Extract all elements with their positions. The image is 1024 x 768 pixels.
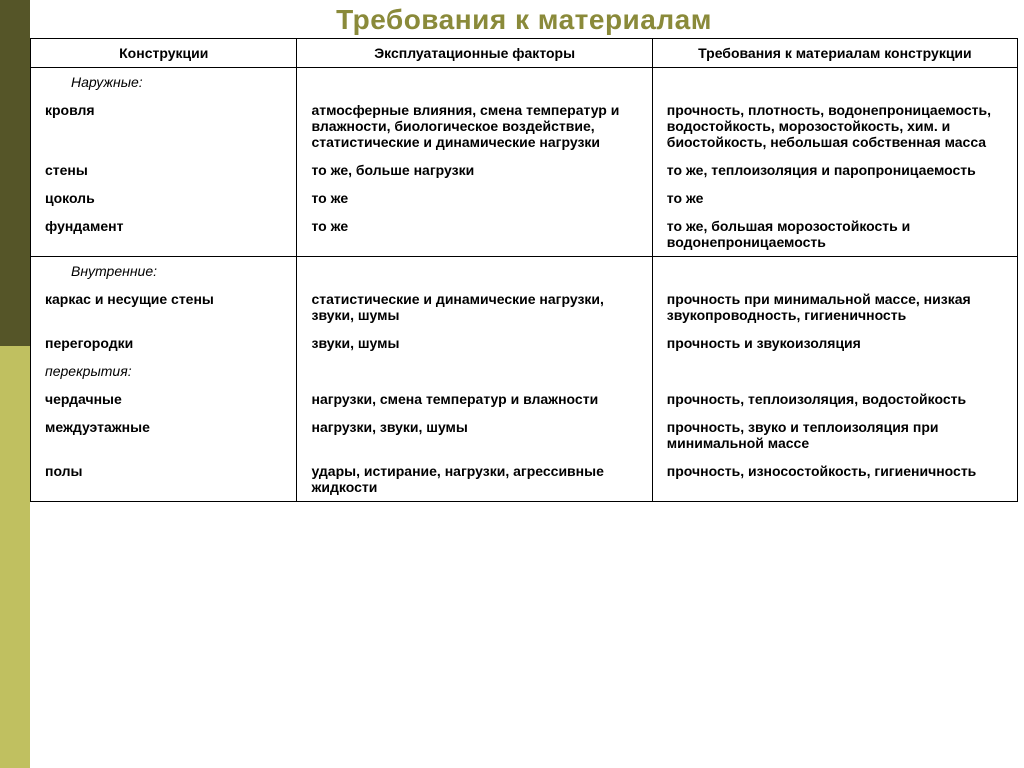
table-header-row: Конструкции Эксплуатационные факторы Тре…	[31, 39, 1018, 68]
requirements-table: Конструкции Эксплуатационные факторы Тре…	[30, 38, 1018, 502]
group-label-internal: Внутренние:	[71, 263, 157, 279]
row-reqs: прочность при минимальной массе, низкая …	[652, 285, 1017, 329]
content-area: Требования к материалам Конструкции Эксп…	[30, 0, 1024, 768]
row-factors: нагрузки, смена температур и влажности	[297, 385, 652, 413]
table-row: кровля атмосферные влияния, смена темпер…	[31, 96, 1018, 156]
row-factors: то же, больше нагрузки	[297, 156, 652, 184]
row-label: фундамент	[31, 212, 297, 257]
row-reqs: прочность, плотность, водонепроницаемост…	[652, 96, 1017, 156]
table-row: полы удары, истирание, нагрузки, агресси…	[31, 457, 1018, 502]
header-requirements: Требования к материалам конструкции	[652, 39, 1017, 68]
row-label: каркас и несущие стены	[31, 285, 297, 329]
row-factors: то же	[297, 184, 652, 212]
sidebar-dark-block	[0, 0, 30, 346]
sidebar-light-block	[0, 346, 30, 768]
row-reqs: прочность и звукоизоляция	[652, 329, 1017, 357]
row-factors: удары, истирание, нагрузки, агрессивные …	[297, 457, 652, 502]
row-factors: статистические и динамические нагрузки, …	[297, 285, 652, 329]
group-row-internal: Внутренние:	[31, 257, 1018, 286]
table-row: цоколь то же то же	[31, 184, 1018, 212]
group-label-external: Наружные:	[71, 74, 143, 90]
row-reqs: прочность, звуко и теплоизоляция при мин…	[652, 413, 1017, 457]
row-label: междуэтажные	[31, 413, 297, 457]
row-label: полы	[31, 457, 297, 502]
row-factors: то же	[297, 212, 652, 257]
group-row-external: Наружные:	[31, 68, 1018, 97]
table-row: междуэтажные нагрузки, звуки, шумы прочн…	[31, 413, 1018, 457]
row-reqs: прочность, теплоизоляция, водостойкость	[652, 385, 1017, 413]
table-row: чердачные нагрузки, смена температур и в…	[31, 385, 1018, 413]
table-row: перегородки звуки, шумы прочность и звук…	[31, 329, 1018, 357]
row-label: стены	[31, 156, 297, 184]
page: Требования к материалам Конструкции Эксп…	[0, 0, 1024, 768]
decorative-sidebar	[0, 0, 30, 768]
table-row: стены то же, больше нагрузки то же, тепл…	[31, 156, 1018, 184]
sub-label-floors: перекрытия:	[45, 363, 132, 379]
row-label: чердачные	[31, 385, 297, 413]
row-reqs: то же, теплоизоляция и паропроницаемость	[652, 156, 1017, 184]
row-reqs: то же, большая морозостойкость и водонеп…	[652, 212, 1017, 257]
row-factors: звуки, шумы	[297, 329, 652, 357]
table-row: перекрытия:	[31, 357, 1018, 385]
row-reqs: то же	[652, 184, 1017, 212]
table-row: фундамент то же то же, большая морозосто…	[31, 212, 1018, 257]
header-factors: Эксплуатационные факторы	[297, 39, 652, 68]
row-factors: нагрузки, звуки, шумы	[297, 413, 652, 457]
page-title: Требования к материалам	[30, 0, 1018, 38]
row-label: кровля	[31, 96, 297, 156]
row-reqs	[652, 357, 1017, 385]
row-reqs: прочность, износостойкость, гигиеничност…	[652, 457, 1017, 502]
row-label: цоколь	[31, 184, 297, 212]
table-row: каркас и несущие стены статистические и …	[31, 285, 1018, 329]
row-factors: атмосферные влияния, смена температур и …	[297, 96, 652, 156]
row-label: перегородки	[31, 329, 297, 357]
row-factors	[297, 357, 652, 385]
header-constructions: Конструкции	[31, 39, 297, 68]
